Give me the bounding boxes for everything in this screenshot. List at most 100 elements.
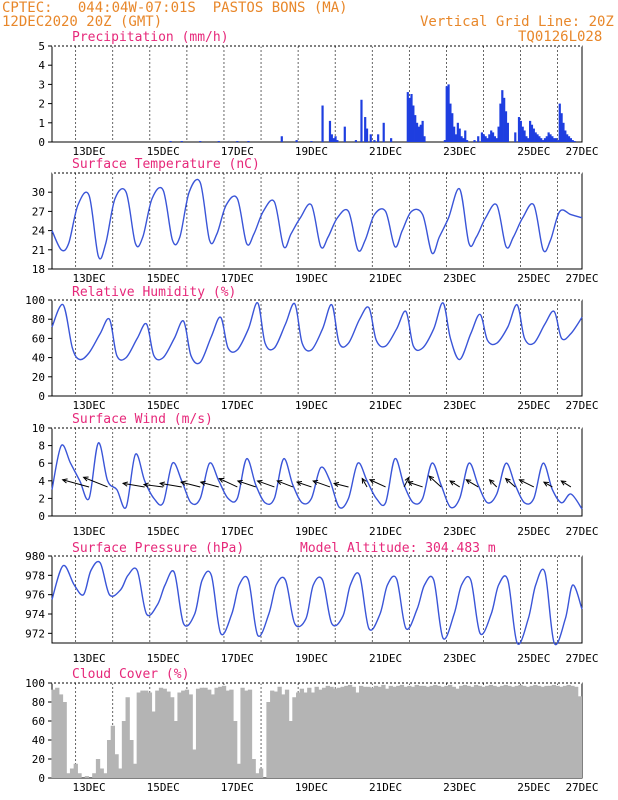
cloud-bar [292, 697, 297, 778]
precip-bar [532, 128, 535, 142]
cloud-bar [106, 740, 112, 778]
precip-bar [321, 105, 324, 142]
cloud-bar [488, 684, 494, 778]
precip-bar [525, 136, 528, 142]
precip-bar [369, 134, 372, 142]
precip-bar [501, 90, 504, 142]
x-tick-label: 15DEC [147, 652, 180, 665]
x-tick-label: 23DEC [443, 525, 476, 538]
wind-arrow-head [256, 479, 263, 485]
cloud-bar [296, 692, 301, 778]
wind-arrow-head [295, 481, 303, 487]
precip-bar [373, 140, 376, 142]
cloud-bar [540, 686, 545, 778]
wind-arrow [257, 480, 275, 488]
x-tick-label: 15DEC [147, 272, 180, 285]
precip-bar [464, 130, 467, 142]
x-tick-label: 13DEC [73, 272, 106, 285]
cloud-bar [195, 688, 201, 778]
cloud-bar [503, 684, 508, 778]
cloud-bar [466, 685, 471, 778]
wind-arrow-head [361, 477, 367, 484]
precip-bar [423, 136, 426, 142]
y-tick-label: 27 [32, 205, 45, 218]
cloud-bar [425, 686, 431, 778]
y-tick-label: 3 [38, 78, 45, 91]
precip-bar [236, 141, 239, 142]
precip-bar [408, 97, 411, 142]
precip-bar [332, 138, 335, 142]
x-tick-label: 21DEC [369, 781, 402, 794]
precip-bar [554, 138, 558, 142]
y-tick-label: 974 [25, 608, 45, 621]
x-tick-label: 13DEC [73, 145, 106, 158]
precip-bar [419, 124, 422, 142]
cloud-bar [58, 694, 64, 778]
cloud-bar [314, 686, 319, 778]
panel-3: 0 20 40 60 80 100 13DEC 15DEC 17DEC 19DEC 21DEC 23D… [25, 285, 598, 412]
cloud-bar [429, 685, 434, 778]
cloud-bar [184, 689, 190, 778]
precip-bar [336, 140, 339, 142]
precip-bar [534, 132, 537, 142]
cloud-bar [440, 686, 445, 778]
cloud-bar [414, 684, 419, 778]
cloud-bar [362, 686, 368, 778]
cloud-bar [51, 689, 56, 778]
series-line [51, 302, 583, 365]
precip-bar [543, 138, 547, 142]
x-tick-label: 21DEC [369, 145, 402, 158]
cloud-bar [110, 725, 116, 778]
y-tick-label: 80 [32, 696, 45, 709]
precip-bar [466, 140, 469, 142]
cloud-bar [507, 685, 512, 778]
precip-bar [417, 126, 421, 142]
x-tick-label: 19DEC [295, 525, 328, 538]
x-tick-label: 17DEC [221, 652, 254, 665]
wind-arrow [83, 476, 108, 488]
precip-bar [556, 140, 560, 142]
x-tick-label: 21DEC [369, 525, 402, 538]
wind-arrow [296, 481, 312, 488]
cloud-bar [270, 690, 275, 778]
y-tick-label: 0 [38, 772, 45, 785]
wind-arrow [519, 479, 535, 488]
wind-arrow-head [179, 480, 187, 486]
precip-bar [549, 134, 552, 142]
precip-bar [443, 140, 446, 142]
x-tick-label: 15DEC [147, 781, 180, 794]
x-tick-label: 17DEC [221, 272, 254, 285]
precip-bar [414, 115, 417, 142]
cloud-bar [399, 684, 405, 778]
precip-bar [328, 120, 332, 142]
x-tick-label: 17DEC [221, 399, 254, 412]
x-tick-label: 23DEC [443, 652, 476, 665]
x-tick-label: 21DEC [369, 272, 402, 285]
x-tick-label: 25DEC [517, 781, 550, 794]
cloud-bar [410, 686, 416, 778]
cloud-bar [181, 690, 186, 778]
cloud-bar [499, 685, 505, 778]
cloud-bar [247, 689, 253, 778]
cloud-bar [214, 687, 219, 778]
y-tick-label: 0 [38, 136, 45, 149]
cloud-bar [147, 692, 153, 778]
precip-bar [382, 122, 385, 142]
y-tick-label: 5 [38, 40, 45, 53]
precip-bar [560, 113, 563, 142]
series-line [51, 178, 583, 260]
cloud-bar [336, 687, 342, 778]
cloud-bar [347, 684, 353, 778]
cloud-bar [229, 689, 234, 778]
x-tick-label: 15DEC [147, 525, 180, 538]
cloud-bar [462, 684, 468, 778]
x-tick-label: 23DEC [443, 145, 476, 158]
y-tick-label: 2 [38, 492, 45, 505]
cloud-bar [340, 686, 345, 778]
cloud-bar [203, 687, 208, 778]
y-tick-label: 40 [32, 352, 45, 365]
cloud-bar [95, 759, 101, 778]
cloud-bar [351, 686, 356, 778]
header: CPTEC: 044:04W-07:01S PASTOS BONS (MA) 1… [0, 0, 618, 46]
x-tick-label: 13DEC [73, 525, 106, 538]
